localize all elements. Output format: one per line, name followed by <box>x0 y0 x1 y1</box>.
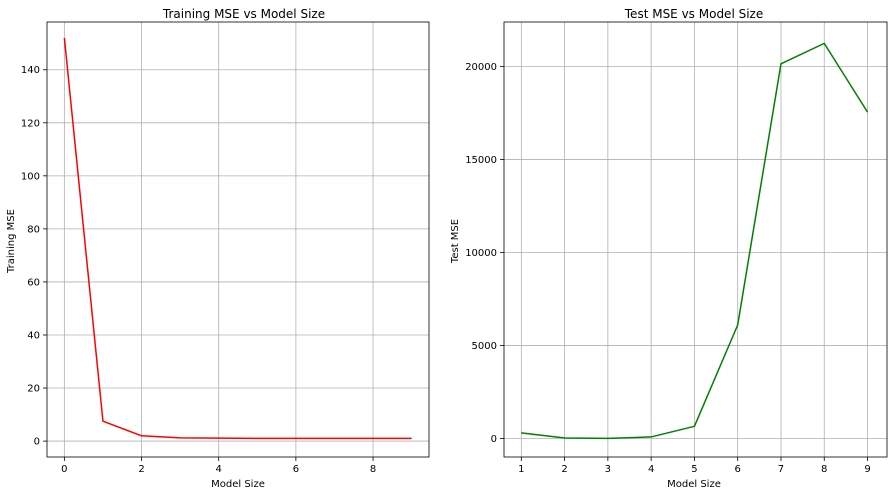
x-tick-label: 4 <box>648 464 654 475</box>
data-point <box>63 37 65 39</box>
data-point <box>256 437 258 439</box>
data-point <box>372 437 374 439</box>
y-tick-label: 120 <box>21 118 40 129</box>
x-tick-label: 1 <box>518 464 524 475</box>
x-tick-label: 9 <box>864 464 870 475</box>
y-tick-label: 80 <box>27 224 40 235</box>
y-tick-label: 15000 <box>465 155 497 166</box>
data-point <box>179 437 181 439</box>
y-tick-label: 0 <box>34 437 40 448</box>
y-tick-label: 5000 <box>472 341 497 352</box>
x-tick-label: 0 <box>61 464 67 475</box>
chart-title: Test MSE vs Model Size <box>624 7 763 21</box>
data-point <box>102 420 104 422</box>
data-point <box>141 435 143 437</box>
data-point <box>333 437 335 439</box>
y-tick-label: 20000 <box>465 62 497 73</box>
x-tick-label: 2 <box>561 464 567 475</box>
y-axis-label: Test MSE <box>450 219 461 264</box>
x-tick-label: 5 <box>691 464 697 475</box>
series-line <box>63 37 412 440</box>
x-tick-label: 6 <box>735 464 741 475</box>
y-axis-label: Training MSE <box>6 209 17 274</box>
chart-title: Training MSE vs Model Size <box>162 7 325 21</box>
x-tick-label: 6 <box>293 464 299 475</box>
data-point <box>693 425 695 427</box>
y-tick-label: 60 <box>27 277 40 288</box>
data-point <box>411 437 413 439</box>
plot-frame <box>503 21 888 458</box>
y-tick-label: 20 <box>27 384 40 395</box>
x-axis-label: Model Size <box>667 479 721 490</box>
data-point <box>564 437 566 439</box>
x-tick-label: 8 <box>821 464 827 475</box>
data-point <box>218 437 220 439</box>
data-point <box>520 432 522 434</box>
data-point <box>295 437 297 439</box>
test-mse-chart: Test MSE vs Model Size Model Size Test M… <box>450 7 888 490</box>
data-point <box>823 42 825 44</box>
x-tick-label: 2 <box>138 464 144 475</box>
y-tick-label: 0 <box>491 434 497 445</box>
data-point <box>650 436 652 438</box>
plot-frame <box>46 21 430 458</box>
data-point <box>780 63 782 65</box>
x-tick-label: 8 <box>370 464 376 475</box>
y-tick-label: 140 <box>21 65 40 76</box>
training-mse-chart: Training MSE vs Model Size Model Size Tr… <box>6 7 430 490</box>
x-tick-label: 7 <box>778 464 784 475</box>
x-tick-label: 4 <box>216 464 222 475</box>
data-point <box>867 111 869 113</box>
x-axis-label: Model Size <box>211 479 265 490</box>
y-tick-label: 40 <box>27 330 40 341</box>
series-line <box>521 42 869 440</box>
y-tick-label: 10000 <box>465 248 497 259</box>
data-point <box>607 437 609 439</box>
data-point <box>737 324 739 326</box>
x-tick-label: 3 <box>605 464 611 475</box>
y-tick-label: 100 <box>21 171 40 182</box>
